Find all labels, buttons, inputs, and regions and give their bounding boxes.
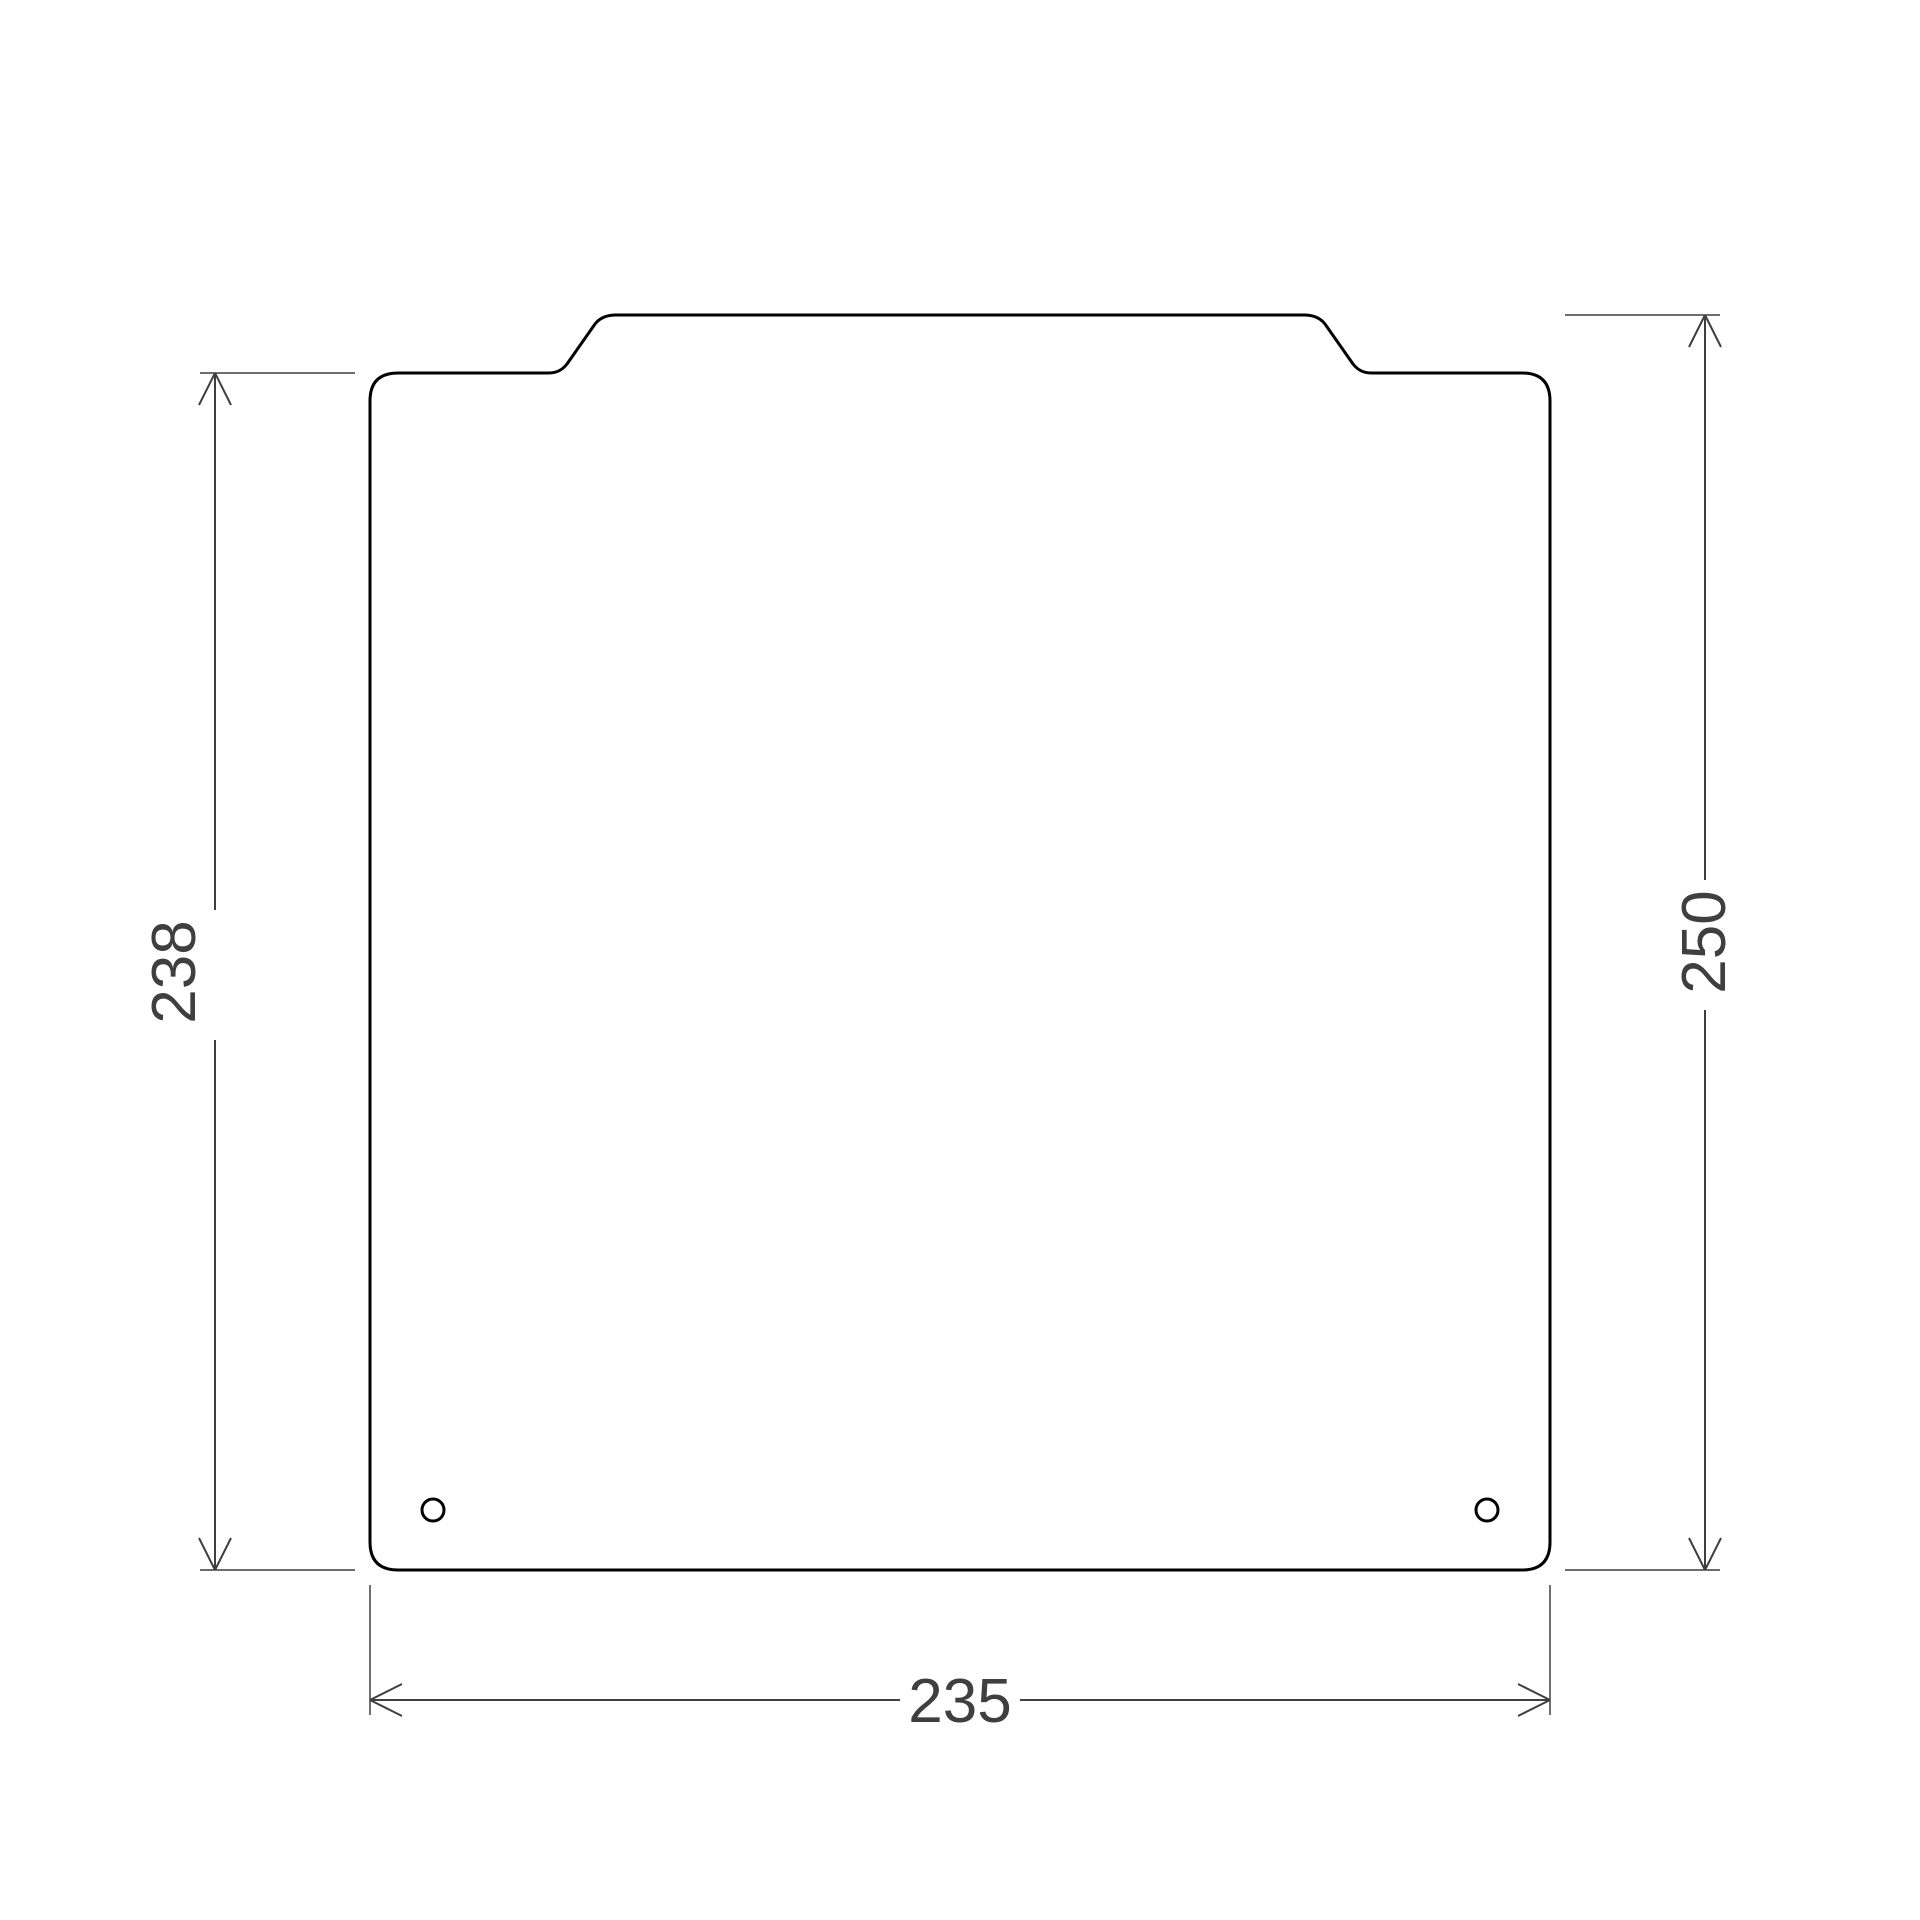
- correction-mask: [360, 300, 1560, 1590]
- dimension-width-235: 235: [370, 1660, 1550, 1740]
- dimension-height-250: 250: [1660, 315, 1750, 1570]
- dim-250-value: 250: [1670, 890, 1739, 993]
- dim-238-value: 238: [140, 920, 209, 1023]
- dimension-height-238: 238: [140, 373, 260, 1570]
- dim-width-value: 235: [908, 1667, 1011, 1736]
- technical-drawing: 235 238 250: [0, 0, 1920, 1920]
